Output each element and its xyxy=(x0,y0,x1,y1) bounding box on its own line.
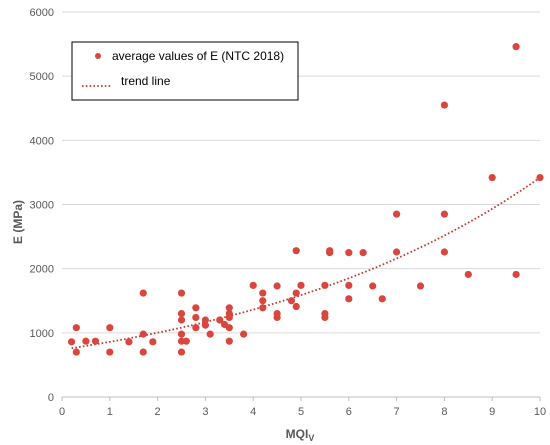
data-point xyxy=(139,330,147,338)
legend-label-trend: trend line xyxy=(121,74,171,88)
data-point xyxy=(177,289,186,297)
data-point xyxy=(125,338,133,346)
data-point xyxy=(393,248,401,256)
x-tick-label: 1 xyxy=(107,406,113,418)
data-point xyxy=(512,270,520,279)
x-axis-title: MQIV xyxy=(286,427,315,443)
data-point xyxy=(292,289,300,297)
data-point xyxy=(416,282,425,290)
data-point xyxy=(177,309,186,318)
data-point xyxy=(192,324,200,332)
data-point xyxy=(225,313,233,322)
x-tick-label: 0 xyxy=(59,406,65,418)
y-tick-label: 5000 xyxy=(30,71,54,83)
x-tick-label: 2 xyxy=(155,406,161,418)
data-point xyxy=(536,173,544,182)
data-point xyxy=(201,321,209,329)
legend-marker-points xyxy=(95,53,101,59)
data-point xyxy=(82,337,90,345)
data-point xyxy=(321,281,329,289)
legend-label-points: average values of E (NTC 2018) xyxy=(112,49,284,63)
x-tick-label: 3 xyxy=(202,406,208,418)
y-tick-label: 6000 xyxy=(30,7,54,19)
x-axis-title-subscript: V xyxy=(308,433,314,443)
y-tick-label: 1000 xyxy=(30,328,54,340)
data-point xyxy=(106,324,114,332)
y-tick-label: 3000 xyxy=(30,200,54,212)
data-point xyxy=(182,337,190,345)
data-point xyxy=(393,210,401,218)
x-tick-label: 6 xyxy=(346,406,352,418)
data-point xyxy=(72,348,80,356)
data-point xyxy=(297,281,305,289)
y-tick-label: 4000 xyxy=(30,135,54,147)
data-point xyxy=(440,248,448,256)
data-point xyxy=(67,338,76,346)
data-point xyxy=(139,289,147,297)
x-tick-label: 10 xyxy=(534,406,546,418)
data-point xyxy=(192,304,200,312)
data-point xyxy=(192,313,200,322)
data-point xyxy=(225,324,233,332)
data-point xyxy=(326,249,334,257)
data-point xyxy=(216,316,224,324)
trend-line xyxy=(71,176,541,350)
y-axis-title: E (MPa) xyxy=(11,200,25,244)
x-axis-title-main: MQI xyxy=(286,427,309,441)
data-points xyxy=(67,43,544,356)
data-point xyxy=(240,330,248,338)
data-point xyxy=(249,281,257,289)
x-tick-label: 8 xyxy=(441,406,447,418)
data-point xyxy=(206,330,214,338)
data-point xyxy=(292,247,300,255)
data-point xyxy=(225,337,233,345)
x-tick-label: 9 xyxy=(489,406,495,418)
data-point xyxy=(273,313,281,322)
y-tick-label: 2000 xyxy=(30,264,54,276)
data-point xyxy=(378,295,386,303)
data-point xyxy=(225,304,233,312)
data-point xyxy=(91,337,100,345)
data-point xyxy=(177,330,186,338)
x-tick-label: 5 xyxy=(298,406,304,418)
y-tick-labels: 0 1000 2000 3000 4000 5000 6000 xyxy=(30,7,54,404)
data-point xyxy=(369,282,377,290)
legend: average values of E (NTC 2018) trend lin… xyxy=(71,41,299,101)
data-point xyxy=(201,316,209,324)
data-point xyxy=(512,43,520,51)
data-point xyxy=(440,210,448,218)
data-point xyxy=(464,270,472,279)
data-point xyxy=(273,282,281,290)
data-point xyxy=(72,324,80,332)
data-point xyxy=(177,316,186,324)
data-point xyxy=(321,313,329,322)
x-tick-labels: 0 1 2 3 4 5 6 7 8 9 10 xyxy=(59,406,546,418)
data-point xyxy=(440,101,448,109)
y-tick-label: 0 xyxy=(48,392,54,404)
data-point xyxy=(149,338,157,346)
legend-box xyxy=(71,41,299,101)
data-point xyxy=(259,297,267,305)
data-point xyxy=(259,289,267,297)
data-point xyxy=(359,249,367,257)
data-point xyxy=(345,281,353,289)
data-point xyxy=(345,249,353,257)
data-point xyxy=(177,348,186,356)
data-point xyxy=(292,302,300,311)
axes xyxy=(61,396,541,401)
x-tick-label: 7 xyxy=(394,406,400,418)
x-tick-label: 4 xyxy=(250,406,256,418)
data-point xyxy=(287,297,296,305)
data-point xyxy=(345,295,353,303)
data-point xyxy=(139,348,147,356)
data-point xyxy=(106,348,114,356)
data-point xyxy=(259,304,267,312)
data-point xyxy=(488,173,496,182)
